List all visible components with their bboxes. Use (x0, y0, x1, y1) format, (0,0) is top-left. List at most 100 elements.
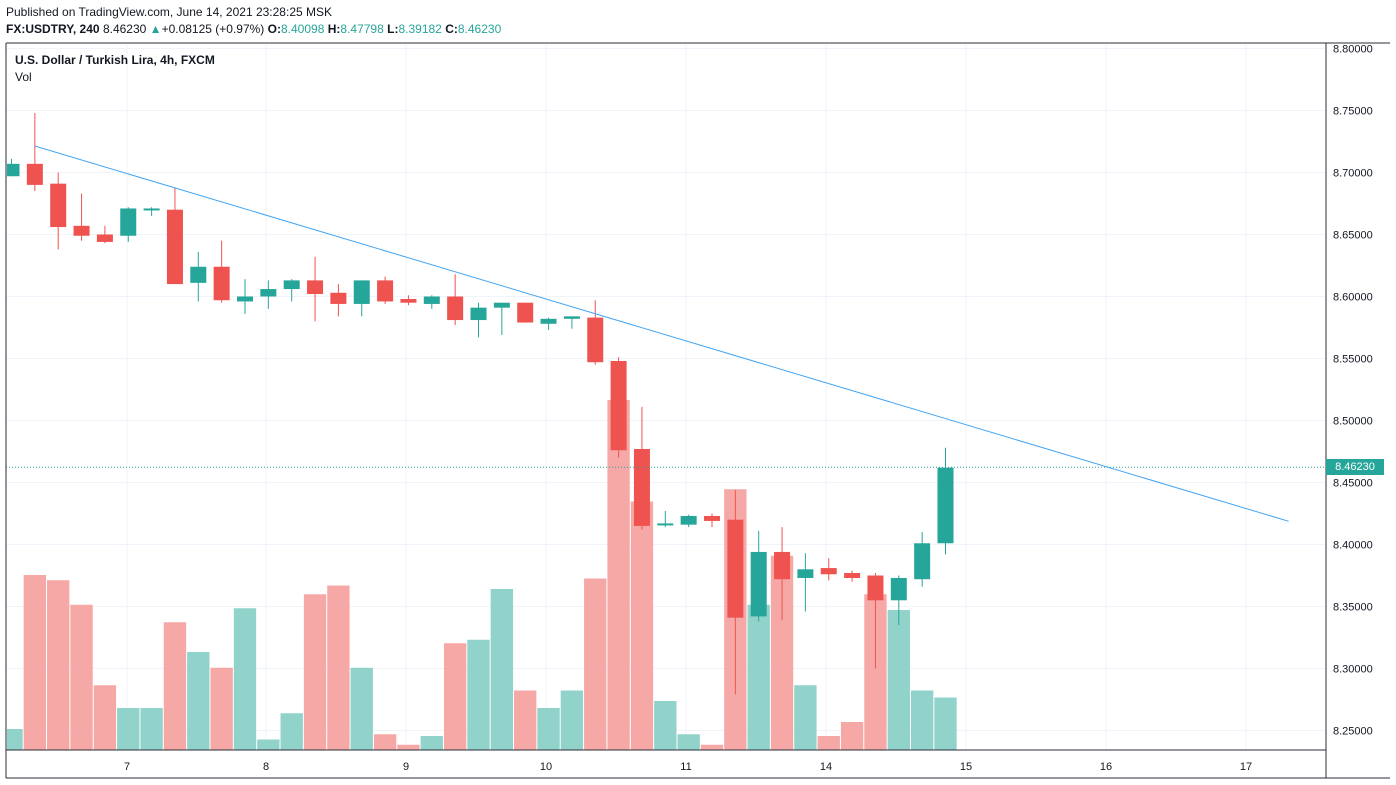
x-tick-label: 11 (680, 761, 691, 773)
y-tick-label: 8.25000 (1333, 726, 1373, 738)
volume-bar (794, 685, 817, 750)
y-tick-label: 8.30000 (1333, 664, 1373, 676)
volume-bars (7, 400, 957, 750)
volume-bar (607, 400, 630, 750)
candlesticks (7, 112, 954, 695)
candle-body (704, 515, 720, 521)
y-tick-label: 8.65000 (1333, 230, 1373, 242)
volume-bar (373, 734, 397, 750)
x-tick-label: 8 (263, 761, 269, 773)
symbol-info-bar: FX:USDTRY, 240 8.46230 ▲+0.08125 (+0.97%… (6, 22, 501, 36)
candle-body (237, 296, 253, 302)
candle-body (377, 280, 394, 302)
volume-bar (910, 690, 934, 750)
volume-bar (327, 585, 350, 750)
candle-body (423, 296, 440, 304)
volume-bar (70, 604, 93, 750)
volume-bar (887, 610, 910, 750)
candle-body (190, 266, 207, 283)
y-tick-label: 8.70000 (1333, 168, 1373, 180)
candle-body (890, 577, 907, 601)
volume-bar (934, 697, 957, 750)
y-tick-label: 8.80000 (1333, 44, 1373, 56)
y-tick-label: 8.40000 (1333, 540, 1373, 552)
candle-body (96, 234, 113, 242)
candle-body (400, 298, 417, 303)
candle-body (26, 163, 43, 185)
candle-body (143, 208, 160, 211)
candle-body (307, 280, 324, 295)
volume-bar (210, 667, 233, 750)
candle-body (353, 280, 370, 304)
candle-body (563, 316, 580, 319)
volume-bar (770, 555, 794, 750)
x-tick-label: 15 (960, 761, 972, 773)
volume-bar (443, 643, 467, 750)
candle-body (820, 568, 837, 575)
candle-body (774, 551, 791, 580)
symbol-label[interactable]: FX:USDTRY, 240 (6, 22, 100, 36)
open-label: O: (267, 22, 281, 36)
candle-body (610, 360, 627, 451)
y-tick-label: 8.75000 (1333, 106, 1373, 118)
volume-bar (817, 736, 840, 750)
x-tick-label: 10 (540, 761, 552, 773)
candle-body (470, 307, 487, 321)
candle-body (7, 163, 20, 177)
x-tick-label: 17 (1240, 761, 1252, 773)
volume-bar (537, 708, 560, 750)
candle-body (844, 573, 861, 578)
volume-bar (514, 690, 537, 750)
candle-body (447, 296, 464, 321)
volume-bar (140, 708, 163, 750)
volume-bar (280, 713, 303, 750)
high-value: 8.47798 (340, 22, 384, 36)
candle-body (540, 318, 557, 324)
candle-body (330, 292, 347, 304)
volume-bar (7, 729, 23, 750)
last-price: 8.46230 (102, 22, 147, 36)
x-tick-label: 16 (1100, 761, 1112, 773)
candle-body (750, 551, 767, 617)
candle-body (587, 317, 604, 363)
chart-overlay (6, 145, 1326, 522)
volume-bar (747, 604, 770, 750)
chart-grid (6, 43, 1326, 750)
low-value: 8.39182 (398, 22, 442, 36)
candle-body (50, 183, 67, 228)
y-tick-label: 8.35000 (1333, 602, 1373, 614)
y-tick-label: 8.60000 (1333, 292, 1373, 304)
close-label: C: (445, 22, 458, 36)
candle-body (73, 225, 90, 236)
candle-body (657, 523, 674, 526)
volume-bar (584, 578, 607, 750)
candle-body (867, 575, 884, 601)
published-line: Published on TradingView.com, June 14, 2… (6, 5, 332, 19)
volume-bar (654, 701, 677, 750)
volume-bar (23, 575, 47, 750)
volume-bar (117, 708, 140, 750)
candle-body (213, 266, 230, 301)
low-label: L: (387, 22, 399, 36)
high-label: H: (327, 22, 341, 36)
chart-axes: 8.80000 8.75000 8.70000 8.65000 8.60000 8.550… (5, 42, 1390, 779)
candle-body (493, 302, 510, 308)
x-tick-label: 9 (403, 761, 409, 773)
candle-body (797, 569, 814, 578)
volume-bar (420, 736, 443, 750)
volume-bar (397, 744, 420, 750)
y-tick-label: 8.50000 (1333, 416, 1373, 428)
candle-body (283, 280, 300, 290)
volume-bar (257, 739, 280, 750)
candle-body (937, 467, 954, 544)
candle-body (680, 515, 697, 525)
last-price-tag: 8.46230 (1326, 459, 1384, 475)
open-value: 8.40098 (281, 22, 325, 36)
y-tick-label: 8.45000 (1333, 478, 1373, 490)
candle-body (633, 449, 650, 526)
candle-body (166, 209, 183, 285)
volume-bar (630, 501, 654, 750)
candle-body (120, 208, 137, 236)
volume-bar (93, 685, 117, 750)
